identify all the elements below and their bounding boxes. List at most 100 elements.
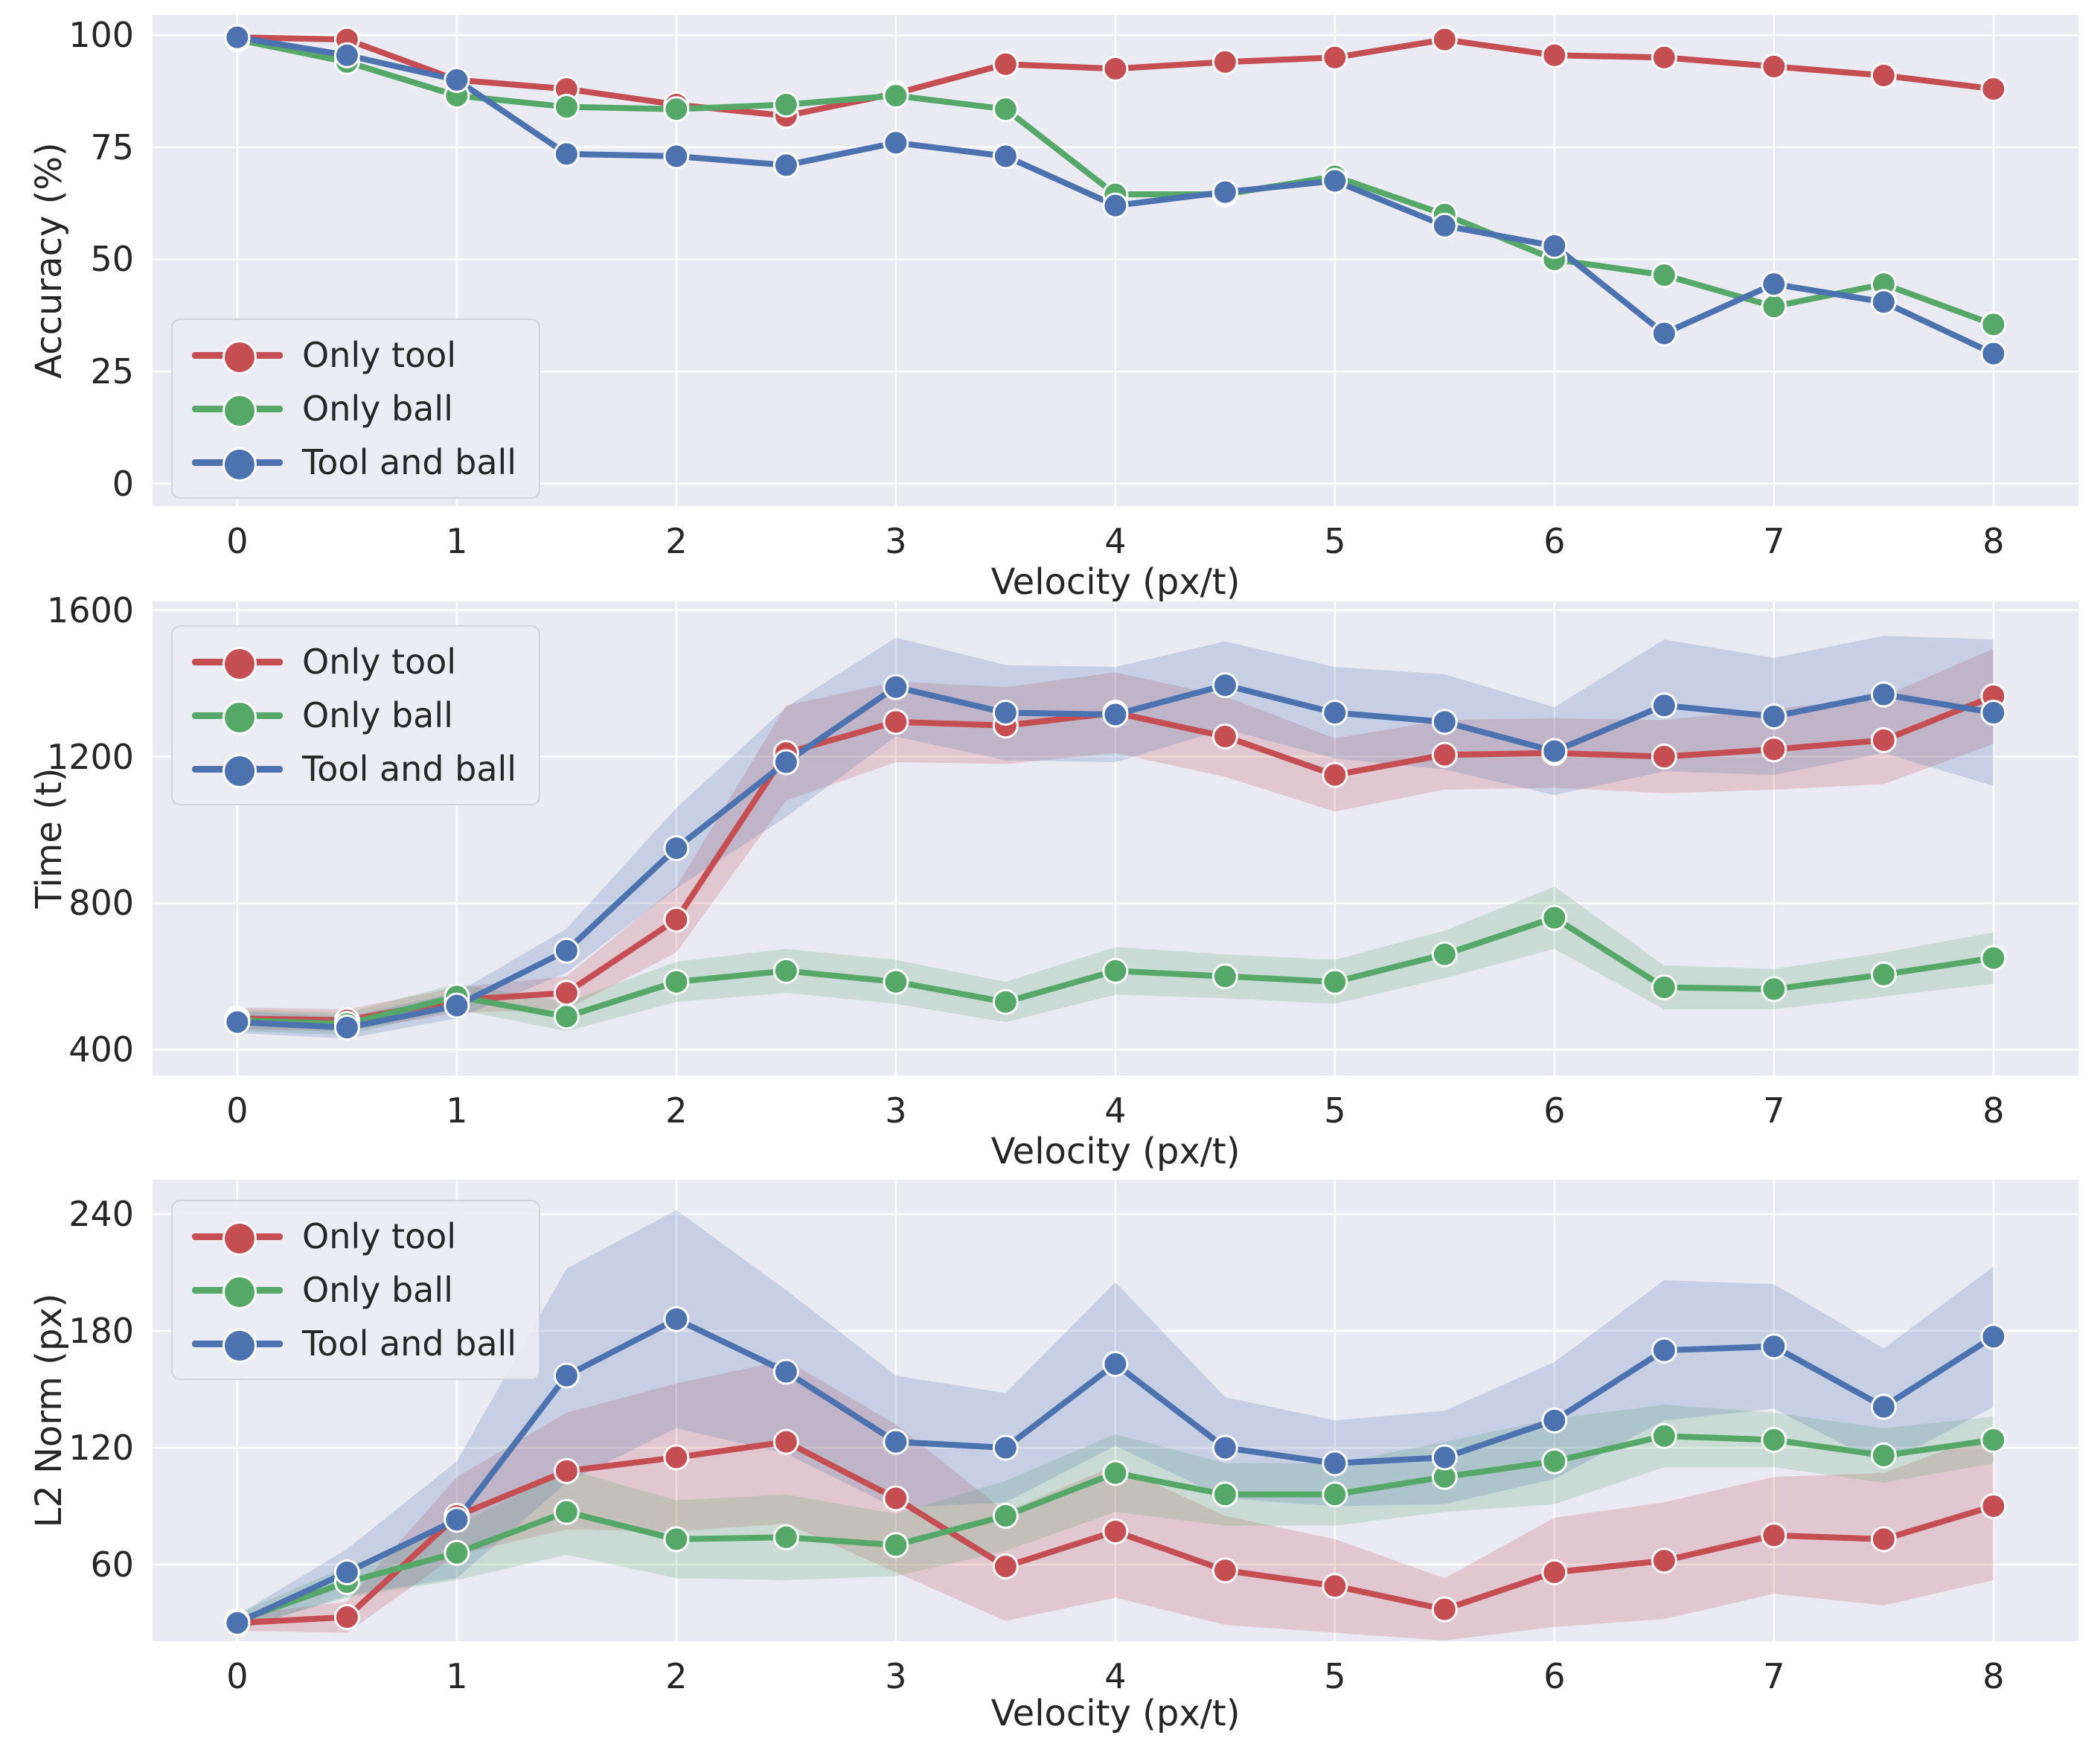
marker-only_ball (1322, 1481, 1348, 1508)
marker-only_tool (992, 1553, 1019, 1580)
marker-only_ball (1651, 262, 1677, 289)
legend-marker-only_ball-icon (192, 700, 283, 735)
marker-only_tool (1211, 48, 1238, 75)
xtick-label-chart2: 4 (1104, 1090, 1127, 1131)
marker-tool_and_ball (224, 1009, 251, 1035)
marker-only_tool (1651, 744, 1677, 770)
marker-only_tool (663, 1444, 690, 1471)
x-axis-label-chart3: Velocity (px/t) (990, 1693, 1241, 1734)
marker-tool_and_ball (992, 143, 1019, 170)
xtick-label-chart1: 5 (1324, 521, 1346, 561)
marker-only_tool (1431, 1596, 1458, 1623)
marker-tool_and_ball (553, 1362, 580, 1389)
marker-only_tool (1431, 741, 1458, 768)
marker-only_ball (1322, 968, 1348, 995)
legend-label-only_ball: Only ball (302, 695, 453, 735)
marker-tool_and_ball (1541, 738, 1568, 764)
marker-only_tool (1322, 1573, 1348, 1600)
marker-tool_and_ball (772, 749, 799, 776)
plot-area-chart1: Only tool Only ball Tool and ball (153, 15, 2078, 506)
marker-tool_and_ball (333, 42, 360, 68)
legend-item-tool_and_ball: Tool and ball (192, 746, 516, 792)
marker-tool_and_ball (1322, 700, 1348, 726)
marker-tool_and_ball (1322, 1450, 1348, 1477)
marker-only_ball (1761, 293, 1787, 320)
xtick-label-chart3: 3 (885, 1656, 907, 1696)
marker-only_tool (1541, 42, 1568, 68)
marker-only_ball (883, 82, 909, 109)
marker-only_ball (553, 1003, 580, 1030)
y-axis-label-chart2: Time (t) (28, 767, 70, 909)
xtick-label-chart1: 1 (446, 521, 468, 561)
marker-only_ball (1761, 1427, 1787, 1454)
marker-tool_and_ball (883, 1428, 909, 1455)
plot-svg-chart1 (153, 15, 2078, 506)
marker-only_tool (1761, 1522, 1787, 1549)
xtick-label-chart3: 1 (446, 1656, 468, 1696)
marker-tool_and_ball (553, 937, 580, 964)
marker-tool_and_ball (1870, 681, 1897, 708)
marker-tool_and_ball (1431, 212, 1458, 239)
marker-only_tool (1651, 44, 1677, 71)
legend-chart2: Only tool Only ball Tool and ball (171, 625, 541, 805)
marker-only_tool (883, 709, 909, 735)
marker-only_ball (1980, 945, 2007, 971)
marker-only_ball (883, 1532, 909, 1559)
marker-only_ball (992, 988, 1019, 1015)
ytick-label-chart3: 120 (68, 1427, 134, 1468)
marker-only_ball (663, 1526, 690, 1553)
marker-tool_and_ball (772, 152, 799, 179)
ytick-label-chart1: 0 (112, 463, 134, 504)
marker-only_ball (992, 96, 1019, 123)
legend-label-only_ball: Only ball (302, 1270, 453, 1310)
marker-only_tool (1102, 55, 1129, 82)
legend-marker-only_tool-icon (192, 647, 283, 681)
marker-tool_and_ball (1651, 692, 1677, 719)
marker-tool_and_ball (1651, 320, 1677, 347)
marker-tool_and_ball (1431, 1444, 1458, 1471)
legend-item-only_tool: Only tool (192, 1213, 516, 1259)
xtick-label-chart1: 0 (226, 521, 249, 561)
legend-marker-tool_and_ball-icon (192, 754, 283, 788)
marker-tool_and_ball (1102, 1350, 1129, 1377)
marker-only_ball (1211, 1481, 1238, 1508)
plot-svg-chart2 (153, 601, 2078, 1076)
legend-dot-icon (223, 447, 257, 482)
legend-marker-tool_and_ball-icon (192, 1329, 283, 1363)
marker-tool_and_ball (1102, 192, 1129, 219)
legend-item-only_ball: Only ball (192, 386, 516, 432)
legend-item-only_ball: Only ball (192, 1267, 516, 1313)
marker-tool_and_ball (444, 1507, 470, 1533)
marker-only_tool (883, 1485, 909, 1512)
marker-tool_and_ball (1980, 1323, 2007, 1350)
legend-item-tool_and_ball: Tool and ball (192, 439, 516, 485)
marker-only_ball (1870, 1442, 1897, 1469)
y-axis-label-chart3: L2 Norm (px) (28, 1293, 70, 1528)
marker-tool_and_ball (1870, 289, 1897, 316)
xtick-label-chart2: 3 (885, 1090, 907, 1131)
marker-only_ball (663, 96, 690, 123)
legend-marker-only_tool-icon (192, 340, 283, 374)
marker-tool_and_ball (663, 143, 690, 170)
ytick-label-chart1: 75 (90, 127, 134, 167)
marker-only_tool (1870, 62, 1897, 89)
marker-only_ball (1102, 957, 1129, 984)
ytick-label-chart2: 400 (68, 1029, 134, 1070)
marker-only_tool (553, 980, 580, 1006)
xtick-label-chart2: 5 (1324, 1090, 1346, 1131)
legend-label-only_ball: Only ball (302, 389, 453, 429)
xtick-label-chart2: 1 (446, 1090, 468, 1131)
legend-label-tool_and_ball: Tool and ball (302, 442, 517, 482)
marker-only_ball (772, 92, 799, 118)
marker-tool_and_ball (883, 130, 909, 156)
marker-tool_and_ball (772, 1358, 799, 1385)
xtick-label-chart3: 8 (1982, 1656, 2005, 1696)
marker-only_tool (1980, 75, 2007, 102)
marker-only_tool (992, 51, 1019, 77)
marker-tool_and_ball (1541, 1407, 1568, 1434)
marker-tool_and_ball (1980, 700, 2007, 726)
marker-only_ball (1541, 1448, 1568, 1475)
marker-tool_and_ball (1761, 1333, 1787, 1360)
xtick-label-chart2: 0 (226, 1090, 249, 1131)
marker-only_ball (553, 1498, 580, 1525)
